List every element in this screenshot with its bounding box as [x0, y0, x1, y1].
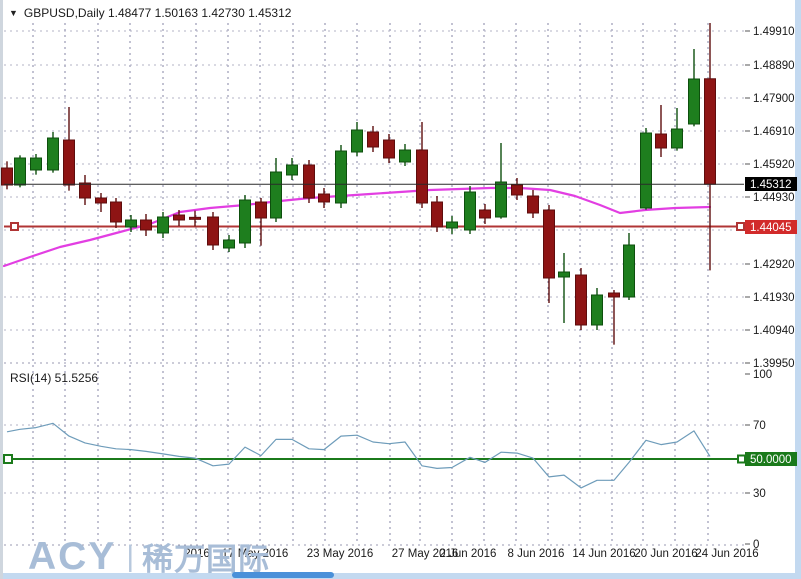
rsi-axis-label: 70 — [753, 420, 766, 432]
date-axis-label: 20 Jun 2016 — [634, 548, 697, 560]
rsi-line — [6, 422, 711, 489]
candle-body — [640, 132, 652, 209]
candle-body — [223, 239, 235, 249]
candle-body — [591, 294, 603, 326]
price-axis-label: 1.44930 — [753, 192, 795, 204]
candle-body — [464, 191, 476, 231]
rsi-level-marker — [737, 454, 746, 464]
candle-body — [318, 193, 330, 203]
candle-body — [623, 244, 635, 298]
rsi-level-marker — [3, 454, 13, 464]
candle-body — [207, 216, 219, 246]
chart-title: GBPUSD,Daily 1.48477 1.50163 1.42730 1.4… — [23, 6, 292, 20]
date-axis-label: 24 Jun 2016 — [695, 548, 758, 560]
rsi-axis-label: 100 — [753, 369, 772, 381]
date-axis-label: 14 Jun 2016 — [572, 548, 635, 560]
date-axis-label: 27 May 2016 — [392, 548, 459, 560]
candle-body — [446, 221, 458, 229]
candle-body — [558, 271, 570, 278]
candle-body — [1, 167, 13, 186]
candle-body — [110, 201, 122, 223]
candle-body — [671, 128, 683, 149]
price-axis-label: 1.41930 — [753, 292, 795, 304]
candle-body — [239, 199, 251, 244]
date-axis-label: 8 Jun 2016 — [508, 548, 565, 560]
dropdown-arrow-icon[interactable]: ▼ — [9, 7, 18, 18]
candle-body — [157, 216, 169, 234]
rsi-level-badge-text: 50.0000 — [750, 454, 792, 466]
rsi-axis-label: 0 — [753, 539, 759, 551]
candle-body — [255, 201, 267, 219]
candle-body — [511, 184, 523, 196]
candle-body — [47, 137, 59, 171]
hline-marker[interactable] — [10, 222, 19, 231]
date-axis-label: 2016 — [184, 548, 210, 560]
current-price-badge — [745, 177, 797, 191]
price-axis-label: 1.42920 — [753, 259, 795, 271]
scrollbar-fragment[interactable] — [232, 572, 334, 578]
candle-body — [270, 171, 282, 219]
candle-body — [383, 139, 395, 159]
price-axis-label: 1.48890 — [753, 60, 795, 72]
date-axis-label: 2 Jun 2016 — [440, 548, 497, 560]
candle-body — [608, 292, 620, 298]
candle-body — [95, 197, 107, 204]
acy-logo: ACY | 稀万国际 — [28, 534, 270, 579]
current-price-badge-text: 1.45312 — [750, 179, 792, 191]
candle-body — [189, 216, 201, 220]
candle-body — [399, 149, 411, 163]
rsi-axis-label: 30 — [753, 488, 766, 500]
rsi-indicator-label: RSI(14) 51.5256 — [10, 371, 99, 385]
candle-body — [14, 157, 26, 186]
candle-body — [655, 133, 667, 149]
candle-body — [495, 181, 507, 218]
price-axis-label: 1.39950 — [753, 358, 795, 370]
acy-logo-divider: | — [126, 539, 135, 573]
candle-body — [173, 214, 185, 221]
candle-body — [704, 78, 716, 185]
hline-price-badge — [745, 220, 797, 234]
price-axis-label: 1.46910 — [753, 126, 795, 138]
candle-body — [79, 182, 91, 199]
candle-body — [286, 164, 298, 176]
acy-logo-chinese: 稀万国际 — [142, 542, 271, 577]
price-axis-label: 1.40940 — [753, 325, 795, 337]
candle-body — [351, 129, 363, 153]
date-axis-label: 23 May 2016 — [307, 548, 374, 560]
candle-body — [30, 157, 42, 171]
candle-body — [140, 219, 152, 231]
candle-body — [125, 219, 137, 228]
candle-body — [335, 150, 347, 204]
window-border-bottom — [0, 573, 801, 579]
candle-body — [479, 209, 491, 219]
rsi-level-badge — [745, 452, 797, 466]
acy-logo-brand: ACY — [28, 534, 117, 578]
date-axis-label: 17 May 2016 — [222, 548, 289, 560]
price-axis-label: 1.47900 — [753, 93, 795, 105]
candles-series — [1, 23, 716, 345]
candle-body — [416, 149, 428, 204]
candle-body — [367, 131, 379, 148]
candle-body — [431, 201, 443, 228]
price-axis-label: 1.49910 — [753, 26, 795, 38]
chart-title-row: ▼ GBPUSD,Daily 1.48477 1.50163 1.42730 1… — [9, 6, 291, 20]
window-border-left — [0, 0, 3, 579]
candle-body — [543, 209, 555, 279]
candle-body — [527, 195, 539, 214]
candle-body — [575, 274, 587, 326]
window-border-right — [795, 0, 801, 579]
candle-body — [63, 139, 75, 186]
hline-marker[interactable] — [736, 222, 745, 231]
ma-line — [2, 186, 712, 268]
price-axis-label: 1.45920 — [753, 159, 795, 171]
candle-body — [688, 78, 700, 125]
candle-body — [303, 164, 315, 199]
hline-price-badge-text: 1.44045 — [750, 222, 792, 234]
